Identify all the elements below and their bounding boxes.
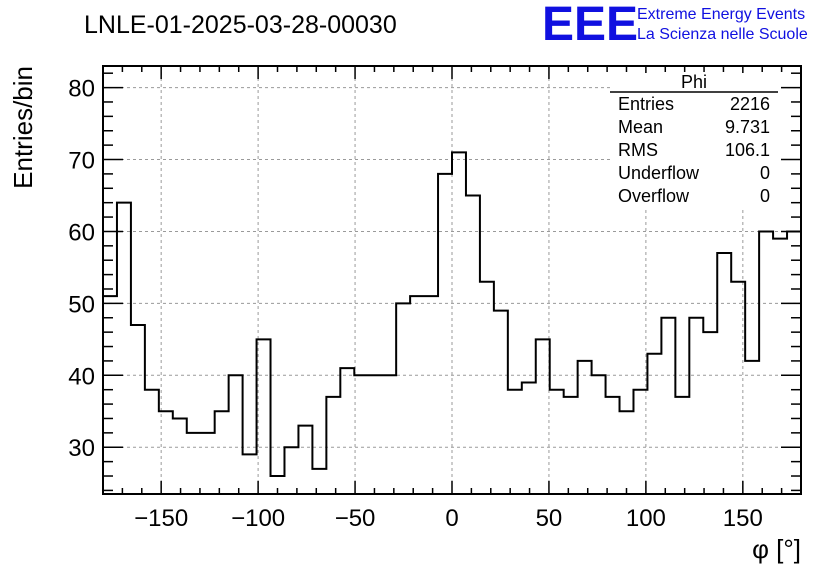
y-tick-label: 50: [68, 291, 95, 318]
logo-line-1: Extreme Energy Events: [637, 6, 805, 23]
histogram-bin: [396, 303, 410, 494]
y-tick-label: 80: [68, 76, 95, 103]
x-tick-label: −150: [134, 505, 188, 532]
histogram-bin: [620, 411, 634, 494]
histogram-bin: [243, 454, 257, 494]
histogram-line: [102, 151, 802, 494]
histogram-bin: [145, 390, 159, 494]
histogram-bin: [592, 375, 606, 494]
x-tick-label: 100: [626, 505, 666, 532]
histogram-bin: [745, 361, 759, 494]
histogram-bin: [633, 390, 647, 494]
histogram-bin: [131, 325, 145, 494]
histogram-bin: [229, 375, 243, 494]
histogram-bin: [257, 339, 271, 494]
stats-row-value: 0: [760, 163, 770, 183]
stats-row-label: Mean: [618, 117, 663, 137]
histogram-bin: [494, 311, 508, 494]
histogram-bin: [773, 239, 787, 494]
histogram-bin: [522, 383, 536, 494]
histogram-bin: [536, 339, 550, 494]
histogram-bin: [606, 397, 620, 494]
stats-row-label: RMS: [618, 140, 658, 160]
y-tick-label: 60: [68, 219, 95, 246]
y-tick-label: 40: [68, 363, 95, 390]
stats-row-value: 0: [760, 186, 770, 206]
histogram-bin: [564, 397, 578, 494]
histogram-bin: [438, 174, 452, 494]
stats-row-label: Overflow: [618, 186, 690, 206]
histogram-bin: [578, 361, 592, 494]
histogram-bin: [368, 375, 382, 494]
histogram-bin: [173, 418, 187, 494]
stats-box-background: [610, 73, 778, 209]
stats-row-label: Entries: [618, 94, 674, 114]
histogram-bin: [759, 231, 773, 494]
histogram-bin: [675, 397, 689, 494]
histogram-bin: [103, 296, 117, 494]
stats-row-label: Underflow: [618, 163, 700, 183]
chart-title: LNLE-01-2025-03-28-00030: [84, 11, 397, 39]
y-tick-labels: 30 40 50 60 70 80: [68, 76, 95, 463]
histogram-bin: [466, 195, 480, 494]
histogram-bin: [550, 390, 564, 494]
histogram-bin: [326, 397, 340, 494]
x-axis-title: φ [°]: [752, 534, 801, 564]
stats-row-value: 106.1: [725, 140, 770, 160]
histogram-bin: [703, 332, 717, 494]
stats-row-value: 9.731: [725, 117, 770, 137]
y-axis-title: Entries/bin: [8, 66, 38, 189]
stats-box-title: Phi: [681, 72, 707, 92]
x-tick-label: 50: [536, 505, 563, 532]
histogram-bin: [382, 375, 396, 494]
logo-letters: EEE: [542, 0, 638, 51]
x-tick-labels: −150 −100 −50 0 50 100 150: [134, 505, 763, 532]
x-tick-label: 0: [445, 505, 458, 532]
eee-logo: EEE Extreme Energy Events La Scienza nel…: [542, 0, 808, 51]
histogram-bin: [480, 282, 494, 494]
histogram-bin: [787, 231, 801, 494]
y-tick-label: 70: [68, 148, 95, 175]
histogram-bin: [508, 390, 522, 494]
y-tick-label: 30: [68, 435, 95, 462]
histogram-bin: [452, 152, 466, 494]
stats-rows: Entries 2216 Mean 9.731 RMS 106.1 Underflow 0 Ov…: [618, 94, 770, 206]
histogram-bin: [731, 282, 745, 494]
stats-row-value: 2216: [730, 94, 770, 114]
x-tick-label: 150: [723, 505, 763, 532]
x-tick-label: −50: [335, 505, 376, 532]
histogram-bin: [661, 318, 675, 494]
x-tick-label: −100: [231, 505, 285, 532]
logo-line-2: La Scienza nelle Scuole: [637, 26, 808, 43]
axis-ticks: [102, 66, 802, 494]
histogram-bin: [117, 203, 131, 494]
histogram-bin: [284, 447, 298, 494]
histogram-bin: [187, 433, 201, 494]
histogram-bin: [424, 296, 438, 494]
histogram-bin: [340, 368, 354, 494]
histogram-bin: [689, 318, 703, 494]
histogram-bin: [201, 433, 215, 494]
stats-box: Phi Entries 2216 Mean 9.731 RMS 106.1 Underflo…: [610, 72, 778, 209]
histogram-bin: [410, 296, 424, 494]
histogram-bin: [215, 411, 229, 494]
histogram-bin: [298, 426, 312, 494]
histogram-bin: [647, 354, 661, 494]
histogram-bin: [717, 253, 731, 494]
histogram-bin: [354, 375, 368, 494]
histogram-bin: [312, 469, 326, 494]
